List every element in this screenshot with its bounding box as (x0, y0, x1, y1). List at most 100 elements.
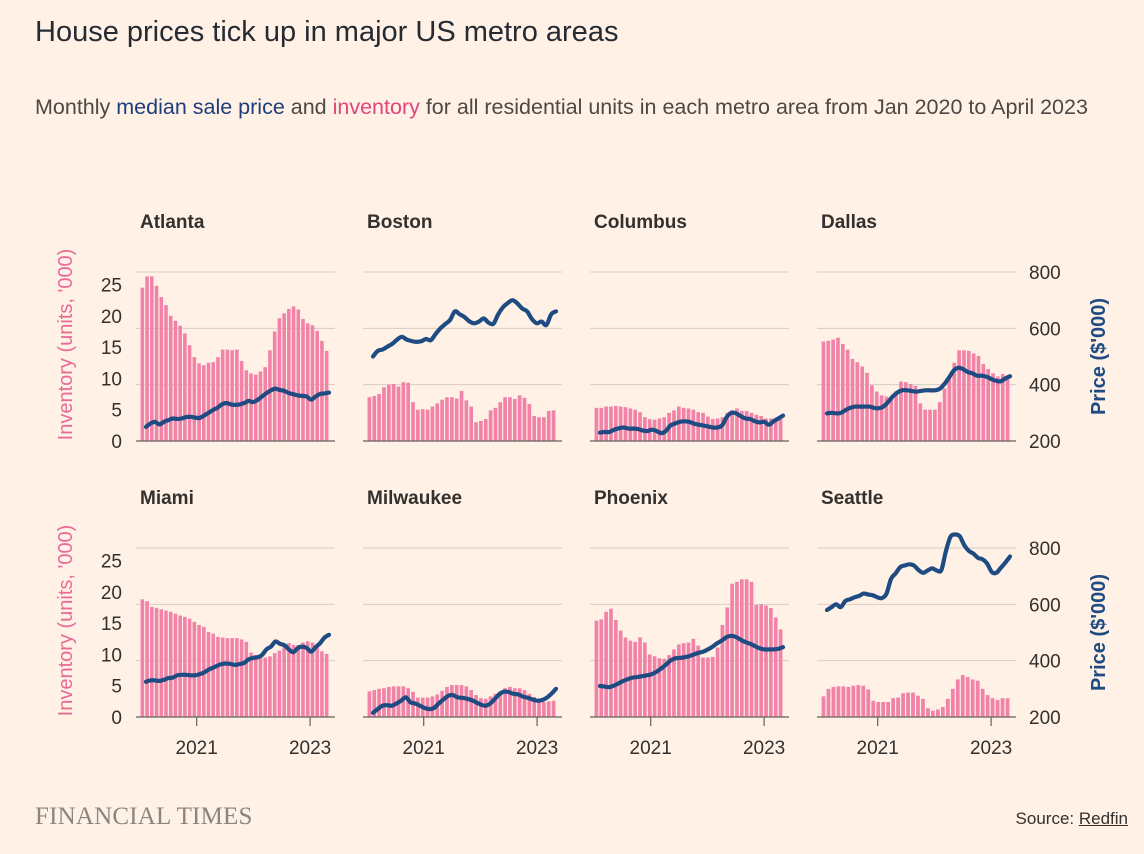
inventory-bar-seattle-31 (975, 680, 980, 717)
inventory-bar-miami-15 (211, 633, 216, 717)
inventory-bar-seattle-27 (955, 679, 960, 717)
inventory-bar-boston-22 (474, 422, 478, 441)
inventory-bar-milwaukee-4 (386, 686, 391, 717)
inventory-bar-miami-3 (154, 608, 159, 717)
inventory-bar-columbus-14 (662, 417, 667, 441)
inventory-bar-columbus-13 (657, 418, 662, 441)
inventory-bar-boston-18 (454, 398, 459, 441)
inventory-bar-boston-9 (411, 402, 415, 441)
inventory-bar-miami-24 (253, 655, 258, 717)
inventory-bar-miami-18 (225, 638, 230, 717)
inventory-bar-boston-20 (464, 400, 469, 441)
inventory-bar-atlanta-39 (324, 350, 329, 441)
inventory-bar-dallas-38 (1005, 378, 1010, 441)
inventory-bar-dallas-14 (889, 397, 894, 441)
inventory-bar-phoenix-33 (754, 604, 759, 717)
inventory-bar-phoenix-26 (720, 624, 725, 717)
inventory-bar-atlanta-17 (220, 349, 225, 441)
inventory-bar-seattle-17 (906, 692, 910, 717)
inventory-bar-atlanta-27 (268, 350, 272, 441)
inventory-bar-miami-1 (145, 601, 149, 717)
source-link[interactable]: Redfin (1078, 809, 1128, 828)
inventory-bar-columbus-26 (720, 417, 725, 441)
inventory-bar-miami-35 (305, 641, 310, 717)
inventory-bar-dallas-12 (879, 395, 884, 441)
inventory-bar-atlanta-0 (140, 287, 145, 441)
inventory-bar-dallas-0 (821, 341, 826, 441)
inventory-bar-phoenix-19 (686, 642, 691, 717)
inventory-bar-milwaukee-35 (537, 700, 541, 717)
inventory-bar-miami-29 (277, 650, 282, 717)
inventory-bar-columbus-34 (759, 415, 764, 441)
inventory-bar-seattle-1 (826, 688, 831, 717)
inventory-bar-phoenix-17 (676, 644, 681, 717)
panel-title-columbus: Columbus (594, 212, 687, 233)
inventory-bar-seattle-21 (926, 708, 930, 717)
inventory-bar-dallas-18 (908, 384, 913, 441)
inventory-bar-miami-39 (324, 653, 329, 717)
x-tick-label-seattle-2023: 2023 (970, 738, 1012, 759)
inventory-bar-seattle-22 (931, 710, 935, 717)
inventory-bar-miami-4 (159, 609, 164, 717)
inventory-bar-seattle-25 (945, 698, 950, 717)
inventory-bar-milwaukee-22 (474, 695, 478, 717)
inventory-tick-atlanta-5: 5 (111, 401, 122, 422)
inventory-bar-columbus-1 (599, 407, 604, 441)
inventory-tick-miami-0: 0 (111, 708, 122, 729)
inventory-bar-miami-21 (239, 639, 244, 717)
inventory-bar-milwaukee-19 (459, 685, 464, 717)
inventory-bar-boston-33 (527, 404, 532, 441)
price-tick-seattle-400: 400 (1029, 652, 1061, 673)
inventory-bar-boston-19 (459, 390, 464, 441)
inventory-bar-boston-26 (493, 407, 498, 441)
inventory-bar-phoenix-24 (710, 656, 715, 717)
price-line-dallas (824, 365, 1013, 416)
inventory-bar-atlanta-16 (216, 357, 220, 441)
panel-title-seattle: Seattle (821, 488, 883, 509)
price-axis-label-top: Price ($'000) (1088, 298, 1110, 415)
inventory-bar-atlanta-6 (168, 315, 173, 441)
inventory-bar-columbus-30 (739, 410, 744, 441)
inventory-tick-miami-20: 20 (101, 583, 122, 604)
inventory-bar-dallas-27 (952, 362, 957, 441)
inventory-bar-phoenix-16 (672, 649, 676, 717)
inventory-bar-columbus-2 (604, 406, 608, 441)
inventory-bar-seattle-26 (950, 688, 955, 717)
inventory-bar-boston-14 (435, 403, 440, 441)
x-tick-label-milwaukee-2021: 2021 (403, 738, 445, 759)
inventory-bar-seattle-16 (901, 693, 905, 717)
inventory-bar-columbus-29 (735, 408, 739, 441)
x-tick-label-milwaukee-2023: 2023 (516, 738, 558, 759)
inventory-bar-atlanta-23 (249, 373, 253, 441)
inventory-bar-seattle-3 (836, 686, 841, 717)
x-tick-label-seattle-2021: 2021 (857, 738, 899, 759)
inventory-bar-dallas-4 (840, 343, 845, 441)
panel-title-dallas: Dallas (821, 212, 877, 233)
ft-logo: FINANCIAL TIMES (35, 803, 253, 830)
inventory-bar-boston-31 (517, 395, 522, 441)
x-tick-label-phoenix-2021: 2021 (630, 738, 672, 759)
panel-title-atlanta: Atlanta (140, 212, 205, 233)
inventory-bar-atlanta-36 (310, 325, 315, 441)
inventory-bar-seattle-8 (861, 685, 866, 717)
inventory-bar-dallas-29 (962, 350, 966, 441)
subtitle-part-1: Monthly (35, 95, 117, 119)
inventory-bar-phoenix-4 (613, 619, 618, 717)
inventory-bar-milwaukee-23 (479, 698, 483, 717)
inventory-bar-miami-5 (164, 610, 168, 717)
inventory-axis-label-top: Inventory (units, '000) (55, 249, 77, 441)
inventory-tick-miami-5: 5 (111, 677, 122, 698)
price-tick-seattle-800: 800 (1029, 539, 1061, 560)
price-tick-dallas-600: 600 (1029, 319, 1061, 340)
inventory-bar-boston-16 (445, 397, 449, 441)
source-label: Source: (1015, 809, 1079, 828)
inventory-bar-milwaukee-37 (546, 701, 551, 717)
inventory-bar-miami-38 (320, 651, 324, 717)
x-tick-label-miami-2023: 2023 (289, 738, 331, 759)
inventory-bar-atlanta-25 (258, 371, 263, 441)
inventory-bar-dallas-36 (996, 376, 1000, 441)
inventory-bar-miami-12 (197, 624, 201, 717)
inventory-bar-dallas-32 (976, 355, 981, 441)
inventory-bar-atlanta-38 (320, 340, 324, 441)
